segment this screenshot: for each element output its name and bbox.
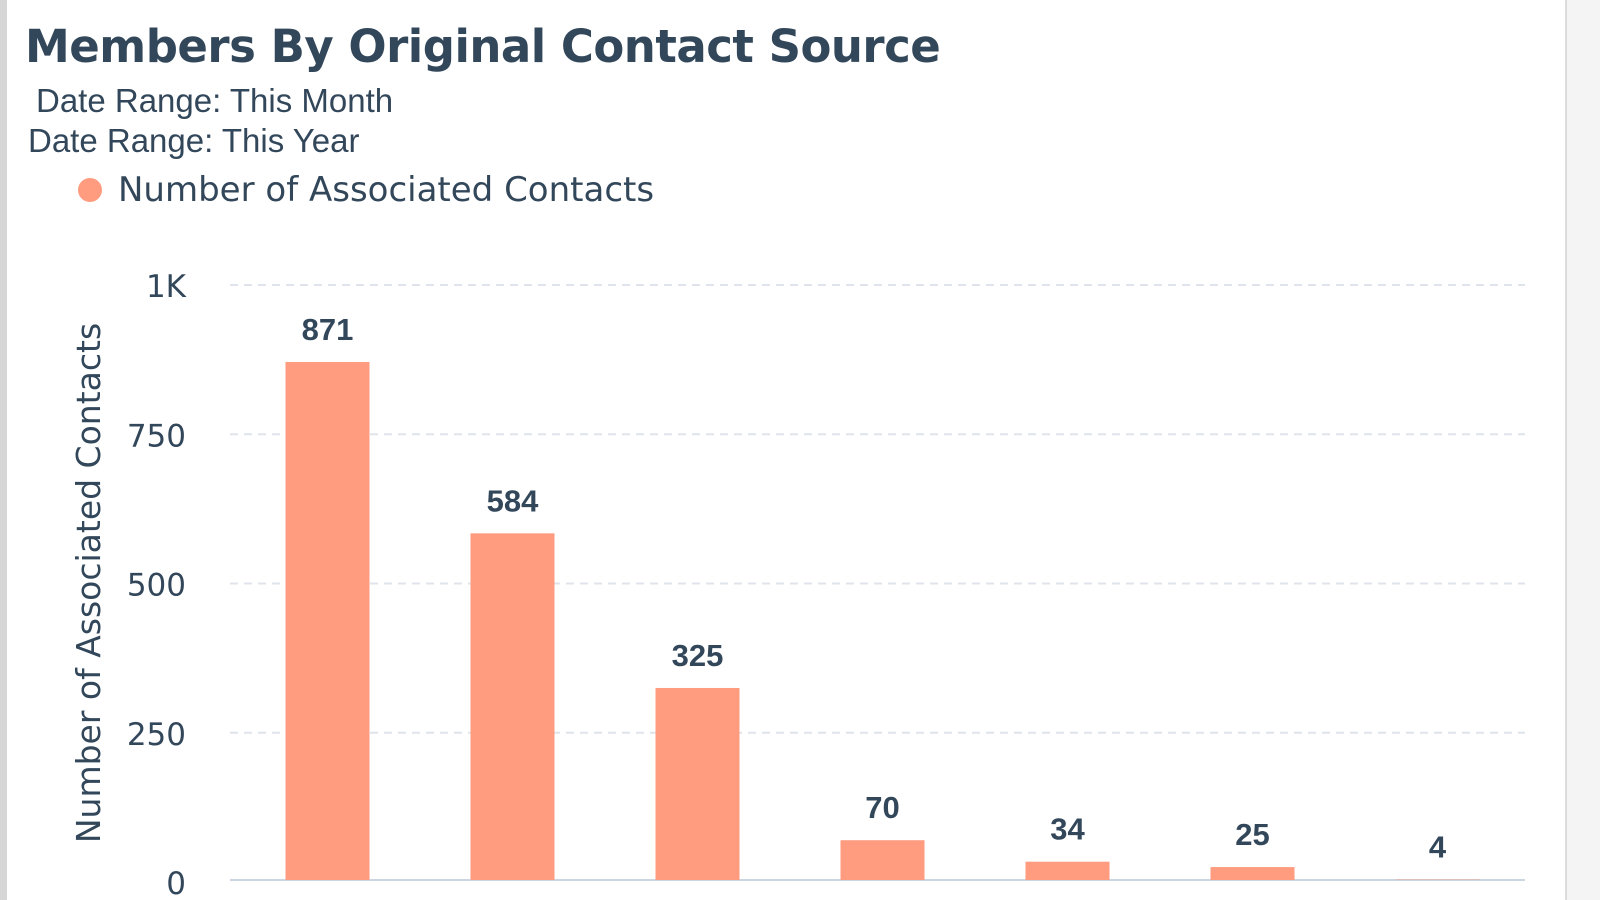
window-border-left [0, 0, 7, 900]
chart-title: Members By Original Contact Source [25, 20, 941, 73]
y-tick-label: 250 [127, 717, 186, 753]
y-tick-label: 750 [127, 418, 186, 454]
window-border-right [1565, 0, 1600, 900]
legend-item[interactable]: Number of Associated Contacts [78, 170, 654, 210]
bar [655, 687, 740, 880]
bar [840, 840, 925, 880]
data-label: 4 [1429, 830, 1447, 865]
legend-label: Number of Associated Contacts [118, 170, 655, 210]
bar [285, 362, 370, 880]
bar [470, 533, 555, 880]
data-label: 584 [487, 483, 539, 518]
y-axis-label: Number of Associated Contacts [69, 323, 108, 843]
data-label: 25 [1235, 817, 1269, 852]
data-label: 325 [672, 638, 724, 673]
chart-subtitle-underlay: Date Range: This Year [28, 122, 360, 159]
data-label: 871 [302, 312, 354, 347]
data-label: 34 [1050, 812, 1085, 847]
y-tick-label: 0 [166, 866, 186, 900]
chart-subtitle: Date Range: This Month [36, 82, 394, 119]
data-label: 70 [865, 790, 899, 825]
bar [1210, 867, 1295, 880]
y-tick-label: 1K [146, 269, 187, 305]
legend-dot-icon [78, 178, 102, 202]
y-tick-label: 500 [127, 568, 186, 604]
bar [1025, 861, 1110, 880]
